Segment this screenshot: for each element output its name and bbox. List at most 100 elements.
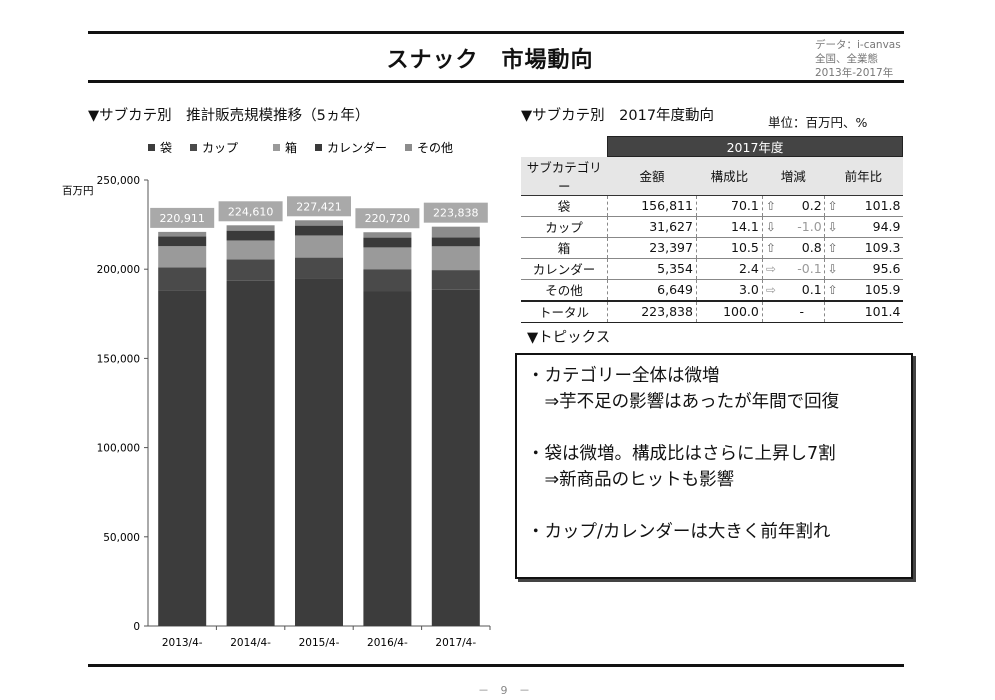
bar-segment (431, 237, 480, 247)
legend-label: 箱 (285, 140, 297, 155)
stacked-bar-chart: 袋 カップ 箱 カレンダー その他 0 50,000 100,000 150,000 200,00… (62, 140, 491, 648)
x-tick-label: 2014/4- (230, 637, 271, 648)
header-rule (88, 80, 904, 83)
topics-title: ▼トピックス (527, 330, 611, 346)
row-share: 2.4 (695, 258, 763, 280)
subcategory-table: 2017年度 サブカテゴリー 金額 構成比 増減 前年比 袋 156,811 70.… (521, 136, 903, 323)
row-amount: 5,354 (607, 258, 697, 280)
bar-segment (295, 278, 343, 626)
row-change: 0.8 (778, 237, 825, 259)
bar-segment (226, 240, 275, 260)
bar-segment (295, 220, 343, 226)
col-header-change: 増減 (762, 156, 825, 196)
y-tick-label: 100,000 (97, 443, 140, 455)
change-arrow-icon: ⇨ (761, 279, 779, 301)
bar-segment (226, 230, 275, 241)
col-header-category: サブカテゴリー (521, 156, 608, 196)
source-line: 全国、全業態 (815, 53, 878, 65)
bar-segment (363, 269, 412, 292)
y-tick-label: 200,000 (97, 264, 140, 276)
bar-segment (431, 246, 480, 271)
bar-segment (431, 226, 480, 238)
bar-segment (226, 225, 275, 231)
year-header: 2017年度 (607, 136, 903, 157)
row-change: -0.1 (778, 258, 825, 280)
bar-segment (295, 225, 343, 236)
footer-rule (88, 664, 904, 667)
row-category: 箱 (521, 237, 608, 259)
bar-segment (295, 235, 343, 258)
bar-segment (295, 257, 343, 279)
total-data-label: 220,720 (365, 212, 411, 225)
total-label-box (287, 196, 351, 217)
y-axis-label: 百万円 (62, 185, 94, 197)
source-line: データ：i-canvas (815, 39, 901, 51)
data-source-note: データ：i-canvas 全国、全業態 2013年-2017年 (815, 38, 901, 80)
table-row: その他 6,649 3.0 ⇨ 0.1 ⇧ 105.9 (521, 279, 903, 301)
change-arrow-icon: ⇩ (761, 216, 779, 238)
yoy-arrow-icon: ⇩ (823, 216, 841, 238)
row-yoy: 95.6 (840, 258, 903, 280)
yoy-arrow-icon: ⇧ (823, 279, 841, 301)
x-tick-label: 2015/4- (299, 637, 340, 648)
bar-segment (158, 231, 207, 237)
total-data-label: 220,911 (159, 212, 205, 225)
row-yoy: 105.9 (840, 279, 903, 301)
source-line: 2013年-2017年 (815, 67, 894, 79)
bar-segment (158, 236, 207, 247)
legend-label: 袋 (160, 141, 172, 155)
table-row: 箱 23,397 10.5 ⇧ 0.8 ⇧ 109.3 (521, 237, 903, 259)
legend-swatch (273, 144, 280, 151)
legend-swatch (315, 144, 322, 151)
page-title: スナック 市場動向 (386, 48, 594, 73)
row-share: 10.5 (695, 237, 763, 259)
table-row: 袋 156,811 70.1 ⇧ 0.2 ⇧ 101.8 (521, 195, 903, 217)
bar-segment (226, 280, 275, 626)
change-arrow-icon: ⇧ (761, 237, 779, 259)
topic-line: ・袋は微増。構成比はさらに上昇し7割 (527, 444, 836, 464)
row-yoy: 101.8 (840, 195, 903, 217)
row-share: 70.1 (695, 195, 763, 217)
chart-section-title: ▼サブカテ別 推計販売規模推移（5ヵ年） (88, 108, 370, 124)
bar-segment (363, 247, 412, 270)
bar-segment (158, 267, 207, 291)
x-tick-label: 2013/4- (162, 637, 203, 648)
total-category: トータル (521, 299, 608, 323)
bar-segment (363, 237, 412, 248)
total-change: - (778, 299, 825, 323)
row-category: 袋 (521, 195, 608, 217)
total-label-box (423, 202, 488, 223)
row-change: -1.0 (778, 216, 825, 238)
legend-label: その他 (417, 141, 453, 155)
topic-line: ・カテゴリー全体は微増 (527, 366, 720, 386)
table-row: カップ 31,627 14.1 ⇩ -1.0 ⇩ 94.9 (521, 216, 903, 238)
legend-swatch (148, 144, 155, 151)
y-tick-label: 0 (133, 621, 140, 633)
bar-segment (431, 289, 480, 626)
bar-segment (363, 232, 412, 238)
yoy-arrow-icon: ⇩ (823, 258, 841, 280)
row-category: その他 (521, 279, 608, 301)
total-label-box (150, 207, 215, 228)
x-tick-label: 2016/4- (367, 637, 408, 648)
legend-label: カレンダー (327, 140, 387, 155)
topic-line: ・カップ/カレンダーは大きく前年割れ (527, 522, 831, 542)
total-row: トータル 223,838 100.0 - 101.4 (521, 299, 903, 323)
yoy-arrow-icon: ⇧ (823, 195, 841, 217)
row-amount: 31,627 (607, 216, 697, 238)
total-data-label: 224,610 (228, 205, 274, 218)
y-tick-label: 50,000 (103, 532, 140, 544)
total-yoy: 101.4 (840, 299, 903, 323)
legend-label: カップ (202, 141, 238, 155)
column-header-row: サブカテゴリー 金額 構成比 増減 前年比 (521, 156, 903, 196)
bar-segment (226, 259, 275, 281)
unit-label: 単位：百万円、% (768, 115, 868, 130)
bar-segment (158, 290, 207, 626)
legend-swatch (190, 144, 197, 151)
row-share: 14.1 (695, 216, 763, 238)
total-data-label: 223,838 (433, 207, 479, 220)
top-rule (88, 31, 904, 34)
row-amount: 6,649 (607, 279, 697, 301)
col-header-yoy: 前年比 (824, 156, 903, 196)
total-amount: 223,838 (607, 299, 697, 323)
